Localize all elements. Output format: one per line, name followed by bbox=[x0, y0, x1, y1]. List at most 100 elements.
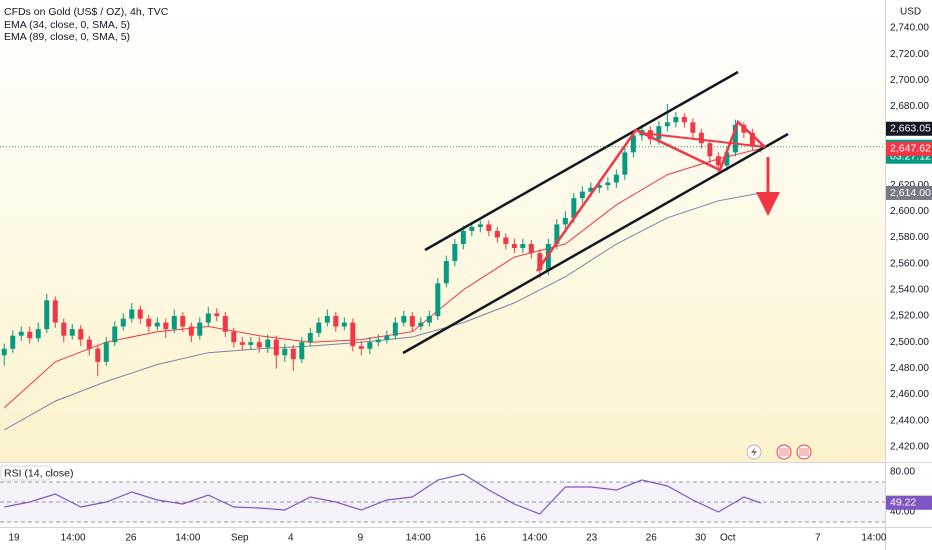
candle-body bbox=[78, 329, 84, 340]
y-tick-label: 2,540.00 bbox=[890, 284, 929, 295]
candle-body bbox=[392, 322, 398, 336]
price-badge bbox=[886, 495, 932, 510]
candle-body bbox=[469, 227, 475, 231]
candle-body bbox=[698, 132, 704, 144]
candle-body bbox=[418, 322, 424, 327]
candle-body bbox=[443, 261, 449, 284]
candle-body bbox=[290, 348, 296, 360]
candle-body bbox=[27, 331, 33, 339]
price-badge-label: 2,614.00 bbox=[890, 187, 931, 199]
rsi-legend: RSI (14, close) bbox=[4, 467, 73, 479]
candle-body bbox=[656, 126, 662, 140]
y-tick-label: 2,500.00 bbox=[890, 337, 929, 348]
candle-body bbox=[596, 185, 602, 188]
candle-body bbox=[435, 283, 441, 317]
candle-body bbox=[341, 322, 347, 327]
x-tick-label: 14:00 bbox=[861, 533, 886, 544]
candle-body bbox=[273, 339, 279, 356]
y-tick-label: 2,740.00 bbox=[890, 23, 929, 34]
candle-body bbox=[367, 342, 373, 349]
candle-body bbox=[503, 237, 509, 245]
main-pane bbox=[0, 0, 885, 462]
candle-body bbox=[231, 331, 237, 343]
x-tick-label: 14:00 bbox=[175, 533, 200, 544]
flag-glyph bbox=[779, 448, 789, 456]
y-tick-label: 40.00 bbox=[890, 507, 915, 518]
candle-body bbox=[120, 318, 126, 327]
flag-glyph bbox=[799, 448, 809, 456]
candle-body bbox=[180, 316, 186, 327]
candle-body bbox=[358, 346, 364, 349]
legend-entry: EMA (34, close, 0, SMA, 5) bbox=[4, 19, 130, 31]
candle-body bbox=[664, 122, 670, 127]
candle-body bbox=[486, 224, 492, 231]
candle-body bbox=[588, 187, 594, 192]
x-tick-label: 14:00 bbox=[406, 533, 431, 544]
candle-body bbox=[511, 244, 517, 248]
y-tick-label: 2,700.00 bbox=[890, 75, 929, 86]
candle-body bbox=[282, 348, 288, 356]
candle-body bbox=[630, 135, 636, 153]
x-tick-label: 23 bbox=[586, 533, 598, 544]
channel-upper bbox=[424, 70, 739, 252]
price-badge bbox=[886, 141, 932, 156]
price-badge-label: 2,663.05 bbox=[890, 123, 931, 135]
channel-lower bbox=[402, 132, 789, 355]
x-tick-label: 4 bbox=[288, 533, 294, 544]
candle-body bbox=[690, 122, 696, 133]
candle-body bbox=[86, 339, 92, 349]
candle-body bbox=[562, 217, 568, 225]
y-tick-label: 2,460.00 bbox=[890, 389, 929, 400]
candle-body bbox=[10, 335, 16, 349]
x-tick-label: 30 bbox=[695, 533, 707, 544]
candle-body bbox=[316, 322, 322, 334]
candle-body bbox=[605, 182, 611, 186]
candle-body bbox=[537, 253, 543, 271]
x-tick-label: 26 bbox=[125, 533, 137, 544]
candle-body bbox=[732, 124, 738, 153]
candle-body bbox=[375, 339, 381, 343]
candle-body bbox=[61, 322, 67, 336]
candle-body bbox=[171, 316, 177, 330]
x-tick-label: 9 bbox=[358, 533, 364, 544]
candle-body bbox=[324, 316, 330, 323]
x-tick-label: 26 bbox=[646, 533, 658, 544]
y-tick-label: 2,420.00 bbox=[890, 442, 929, 453]
rsi-legend-box bbox=[0, 465, 52, 481]
candle-body bbox=[35, 329, 41, 339]
y-tick-label: 2,480.00 bbox=[890, 363, 929, 374]
price-badge bbox=[886, 121, 932, 136]
price-badge-label: 49.22 bbox=[890, 497, 916, 509]
line-series bbox=[4, 473, 762, 515]
candle-body bbox=[401, 316, 407, 323]
rsi-layer bbox=[0, 473, 885, 523]
candle-body bbox=[554, 224, 560, 245]
candle-body bbox=[681, 117, 687, 123]
axis-layer: 2,740.00 2,720.00 2,700.00 2,680.00 2,620.00… bbox=[0, 23, 932, 544]
candle-body bbox=[571, 198, 577, 218]
x-tick-label: 7 bbox=[815, 533, 821, 544]
y-tick-label: 80.00 bbox=[890, 467, 915, 478]
y-tick-label: 2,720.00 bbox=[890, 49, 929, 60]
candle-body bbox=[239, 342, 245, 345]
candle-body bbox=[452, 244, 458, 262]
candle-body bbox=[112, 326, 118, 343]
candle-body bbox=[477, 224, 483, 228]
candle-body bbox=[528, 244, 534, 254]
candle-body bbox=[69, 329, 75, 336]
zigzag-link bbox=[641, 132, 766, 148]
candle-body bbox=[384, 335, 390, 340]
candle-body bbox=[350, 322, 356, 347]
candle-body bbox=[613, 174, 619, 183]
candle-body bbox=[197, 322, 203, 336]
y-tick-label: 2,580.00 bbox=[890, 232, 929, 243]
candle-body bbox=[460, 230, 466, 245]
candle-body bbox=[749, 132, 755, 146]
candle-body bbox=[163, 322, 169, 330]
y-tick-label: 2,600.00 bbox=[890, 206, 929, 217]
y-tick-label: 2,680.00 bbox=[890, 101, 929, 112]
candle-body bbox=[95, 348, 101, 362]
candle-body bbox=[205, 313, 211, 323]
y-tick-label: 2,440.00 bbox=[890, 415, 929, 426]
